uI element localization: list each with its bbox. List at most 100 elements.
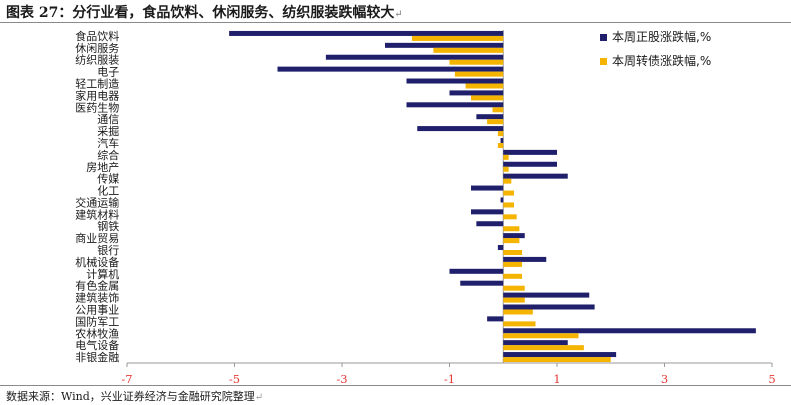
bond-bar bbox=[411, 35, 504, 41]
category-label: 电气设备 bbox=[75, 338, 119, 352]
x-tick-label: 5 bbox=[768, 372, 775, 386]
category-label: 国防军工 bbox=[75, 314, 119, 328]
stock-bar bbox=[487, 316, 504, 322]
stock-bar bbox=[471, 209, 504, 215]
bond-bar bbox=[503, 154, 509, 160]
bond-bar bbox=[503, 214, 517, 220]
stock-bar bbox=[449, 90, 504, 96]
stock-bar bbox=[503, 233, 525, 239]
stock-bar bbox=[385, 42, 504, 48]
legend-swatch bbox=[600, 34, 607, 41]
stock-bar bbox=[471, 185, 504, 191]
stock-bar bbox=[460, 280, 504, 286]
chart-title-text: 图表 27：分行业看，食品饮料、休闲服务、纺织服装跌幅较大 bbox=[6, 5, 395, 21]
legend-label: 本周转债涨跌幅,% bbox=[612, 53, 711, 68]
stock-bar bbox=[497, 245, 504, 251]
category-label: 公用事业 bbox=[75, 303, 119, 316]
bond-bar bbox=[465, 83, 504, 89]
return-mark-icon: ↵ bbox=[394, 9, 403, 20]
bond-bar bbox=[497, 142, 504, 148]
bond-bar bbox=[503, 297, 525, 303]
category-label: 食品饮料 bbox=[75, 29, 119, 43]
category-label: 汽车 bbox=[97, 136, 119, 150]
stock-bar bbox=[503, 149, 557, 155]
category-label: 综合 bbox=[97, 148, 119, 162]
bond-bar bbox=[503, 261, 523, 267]
stock-bar bbox=[503, 328, 756, 334]
bond-bar bbox=[503, 202, 514, 208]
chart-title: 图表 27：分行业看，食品饮料、休闲服务、纺织服装跌幅较大↵ bbox=[6, 2, 403, 22]
bond-bar bbox=[449, 59, 504, 65]
category-label: 商业贸易 bbox=[75, 231, 119, 245]
category-label: 家用电器 bbox=[75, 88, 119, 102]
bond-bar bbox=[503, 273, 523, 279]
stock-bar bbox=[277, 66, 504, 72]
category-label: 建筑装饰 bbox=[75, 291, 119, 305]
bond-bar bbox=[503, 190, 514, 196]
stock-bar bbox=[449, 268, 504, 274]
category-label: 传媒 bbox=[97, 173, 119, 186]
stock-bar bbox=[406, 102, 504, 108]
stock-bar bbox=[500, 197, 504, 203]
legend-swatch bbox=[600, 58, 607, 65]
stock-bar bbox=[503, 292, 590, 298]
bond-bar bbox=[503, 357, 611, 363]
data-source: 数据来源：Wind，兴业证券经济与金融研究院整理↵ bbox=[6, 388, 263, 404]
category-label: 休闲服务 bbox=[75, 41, 119, 55]
return-mark-icon: ↵ bbox=[254, 392, 264, 403]
category-label: 计算机 bbox=[86, 267, 119, 281]
bond-bar bbox=[503, 309, 533, 315]
data-source-text: 数据来源：Wind，兴业证券经济与金融研究院整理 bbox=[6, 390, 255, 403]
bond-bar bbox=[503, 178, 512, 184]
stock-bar bbox=[229, 30, 504, 36]
category-label: 有色金属 bbox=[75, 279, 119, 293]
category-label: 医药生物 bbox=[75, 100, 119, 114]
title-divider bbox=[0, 22, 791, 23]
category-label: 化工 bbox=[97, 184, 119, 198]
stock-bar bbox=[325, 54, 504, 60]
stock-bar bbox=[406, 78, 504, 84]
legend-label: 本周正股涨跌幅,% bbox=[612, 29, 711, 44]
category-label: 电子 bbox=[97, 66, 119, 79]
category-label: 房地产 bbox=[86, 160, 119, 174]
bond-bar bbox=[471, 95, 504, 101]
category-label: 机械设备 bbox=[75, 255, 119, 269]
category-label: 通信 bbox=[97, 113, 119, 126]
stock-bar bbox=[476, 114, 504, 120]
category-label: 农林牧渔 bbox=[75, 326, 119, 340]
x-tick-label: -7 bbox=[121, 372, 132, 386]
category-label: 银行 bbox=[97, 243, 119, 257]
stock-bar bbox=[417, 126, 504, 132]
bond-bar bbox=[503, 321, 536, 327]
source-divider bbox=[0, 385, 791, 386]
category-label: 非银金融 bbox=[75, 350, 119, 364]
stock-bar bbox=[503, 256, 547, 262]
stock-bar bbox=[503, 173, 568, 179]
bond-bar bbox=[503, 166, 509, 172]
stock-bar bbox=[503, 161, 557, 167]
stock-bar bbox=[476, 221, 504, 227]
bond-bar bbox=[503, 345, 584, 351]
stock-bar bbox=[500, 137, 504, 143]
bond-bar bbox=[503, 238, 520, 244]
category-label: 建筑材料 bbox=[75, 207, 119, 221]
bond-bar bbox=[492, 107, 504, 113]
bond-bar bbox=[503, 285, 525, 291]
category-label: 钢铁 bbox=[97, 220, 119, 233]
bond-bar bbox=[433, 47, 504, 53]
x-tick-label: 3 bbox=[661, 372, 668, 386]
bond-bar bbox=[487, 119, 504, 125]
category-label: 纺织服装 bbox=[75, 53, 119, 67]
x-tick-label: -5 bbox=[229, 372, 240, 386]
stock-bar bbox=[503, 340, 568, 346]
category-label: 采掘 bbox=[97, 124, 119, 138]
x-tick-label: 1 bbox=[553, 372, 560, 386]
bond-bar bbox=[454, 71, 504, 77]
x-tick-label: -1 bbox=[444, 372, 455, 386]
bond-bar bbox=[497, 131, 504, 137]
bond-bar bbox=[503, 226, 520, 232]
category-label: 轻工制造 bbox=[75, 77, 119, 91]
stock-bar bbox=[503, 304, 595, 310]
bond-bar bbox=[503, 333, 579, 339]
